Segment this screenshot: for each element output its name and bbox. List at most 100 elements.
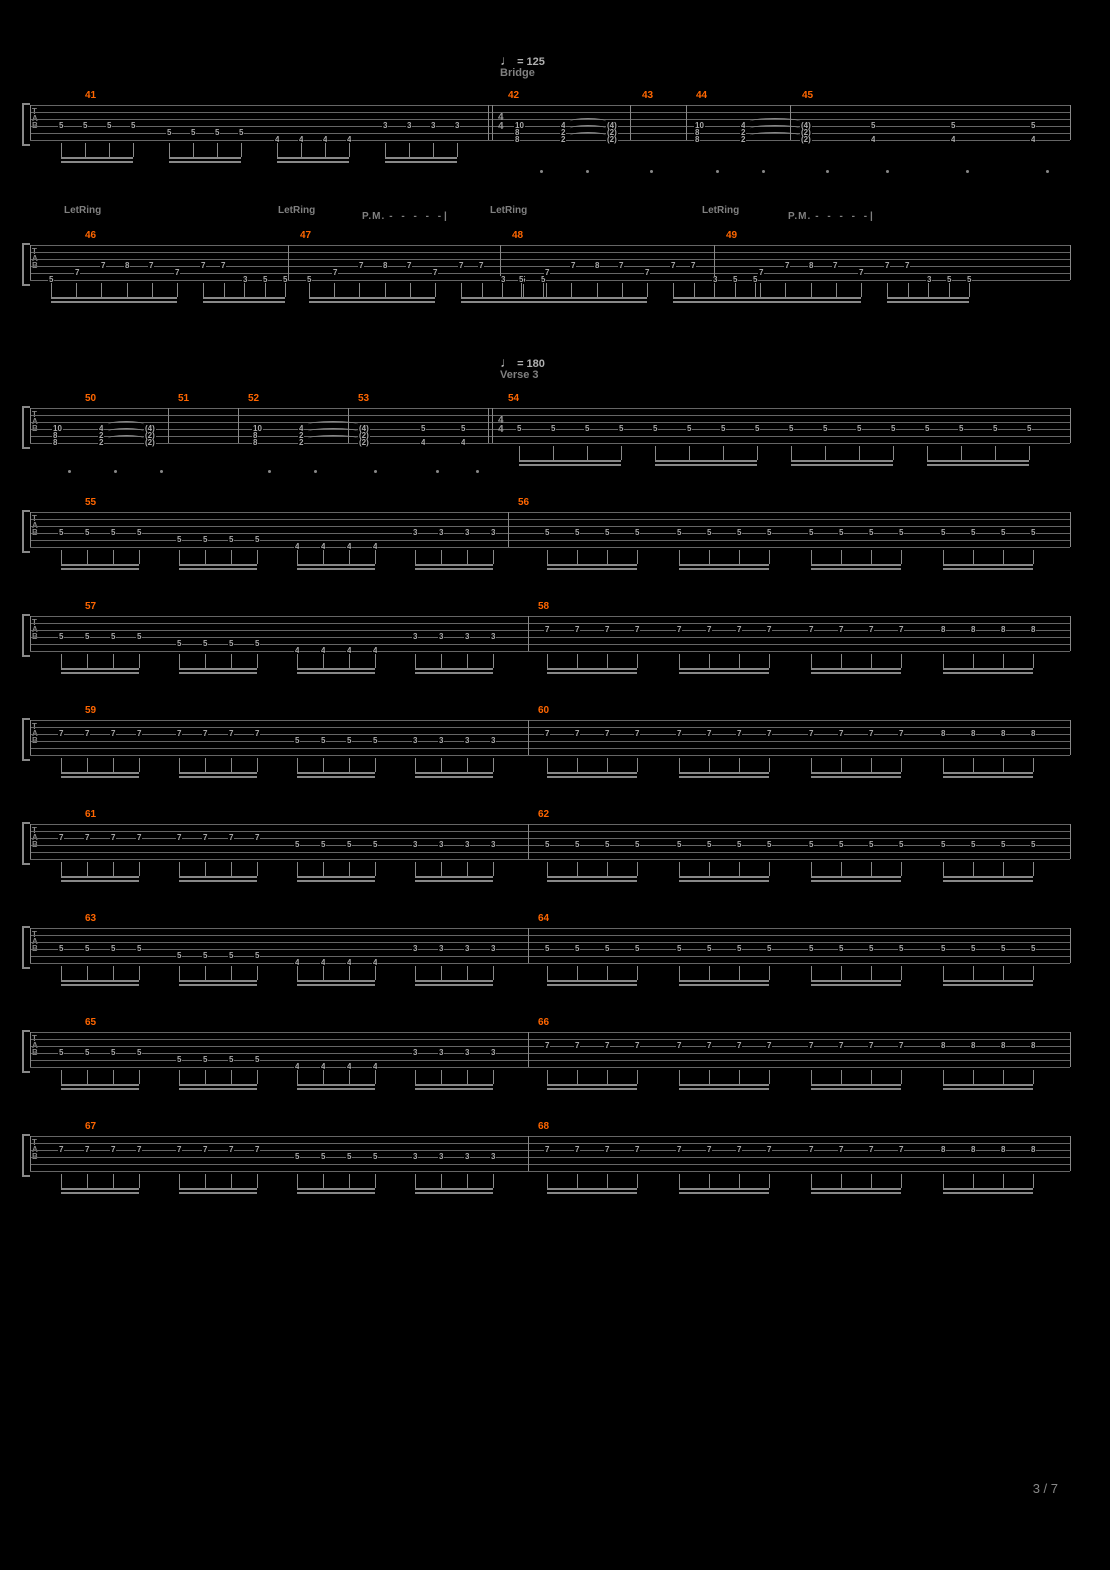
note-stem (493, 654, 494, 668)
fret-number: 7 (634, 1146, 640, 1154)
fret-number: 5 (1000, 841, 1006, 849)
note-stem (257, 1070, 258, 1084)
fret-number: 7 (544, 1042, 550, 1050)
note-stem (577, 758, 578, 772)
note-stem (841, 1070, 842, 1084)
note-stem (323, 758, 324, 772)
note-beam (203, 297, 285, 299)
note-stem (257, 550, 258, 564)
fret-number: 7 (84, 730, 90, 738)
fret-number: 7 (200, 262, 206, 270)
note-stem (901, 550, 902, 564)
note-stem (949, 283, 950, 297)
staff-bracket (22, 243, 30, 286)
string-line (30, 1067, 1070, 1068)
note-stem (811, 550, 812, 564)
fret-number: 7 (904, 262, 910, 270)
note-stem (709, 1070, 710, 1084)
note-stem (85, 143, 86, 157)
bar-number: 52 (248, 393, 259, 404)
string-line (30, 859, 1070, 860)
note-stem (297, 862, 298, 876)
fret-number: 3 (438, 529, 444, 537)
fret-number: 5 (940, 945, 946, 953)
fret-number: 5 (136, 633, 142, 641)
note-stem (1033, 1070, 1034, 1084)
note-stem (1033, 1174, 1034, 1188)
note-beam (547, 980, 637, 982)
note-beam (811, 776, 901, 778)
note-stem (673, 283, 674, 297)
note-stem (139, 862, 140, 876)
note-stem (359, 283, 360, 297)
note-stem (441, 966, 442, 980)
note-stem (297, 550, 298, 564)
note-stem (177, 283, 178, 297)
note-beam (547, 672, 637, 674)
note-beam (297, 568, 375, 570)
fret-number: 7 (676, 730, 682, 738)
fret-number: 7 (228, 730, 234, 738)
note-stem (543, 283, 544, 297)
note-stem (739, 966, 740, 980)
note-stem (349, 966, 350, 980)
note-beam (179, 1188, 257, 1190)
note-beam (179, 876, 257, 878)
note-beam (297, 668, 375, 670)
note-beam (735, 301, 861, 303)
fret-number: 8 (252, 439, 258, 447)
note-beam (943, 1188, 1033, 1190)
note-stem (607, 758, 608, 772)
fret-number: 5 (676, 529, 682, 537)
note-beam (943, 880, 1033, 882)
fret-number: 5 (58, 1049, 64, 1057)
fret-number: 3 (490, 633, 496, 641)
note-stem (87, 966, 88, 980)
note-stem (1033, 966, 1034, 980)
fret-number: 7 (808, 1042, 814, 1050)
note-stem (836, 283, 837, 297)
fret-number: 4 (420, 439, 426, 447)
note-stem (179, 758, 180, 772)
fret-number: 7 (706, 626, 712, 634)
note-stem (995, 446, 996, 460)
note-stem (943, 758, 944, 772)
note-stem (61, 758, 62, 772)
barline (30, 245, 31, 280)
note-stem (901, 654, 902, 668)
note-stem (231, 758, 232, 772)
fret-number: 8 (808, 262, 814, 270)
fret-number: 5 (736, 841, 742, 849)
note-stem (441, 654, 442, 668)
rhythm-dot (1046, 170, 1049, 173)
note-beam (61, 672, 139, 674)
note-beam (203, 301, 285, 303)
note-beam (927, 464, 1029, 466)
barline (30, 720, 31, 755)
string-line (30, 252, 1070, 253)
fret-number: 5 (110, 1049, 116, 1057)
note-beam (415, 564, 493, 566)
fret-number: 7 (574, 626, 580, 634)
note-beam (179, 776, 257, 778)
note-stem (709, 758, 710, 772)
fret-number: 5 (190, 129, 196, 137)
fret-number: 8 (1030, 626, 1036, 634)
bar-number: 54 (508, 393, 519, 404)
bar-number: 41 (85, 90, 96, 101)
staff-system-1: TAB4647484957787777355577877773555778777… (30, 245, 1070, 320)
fret-number: 7 (110, 730, 116, 738)
note-stem (637, 1070, 638, 1084)
note-stem (179, 1174, 180, 1188)
note-stem (205, 758, 206, 772)
rhythm-dot (826, 170, 829, 173)
note-stem (811, 862, 812, 876)
note-stem (973, 758, 974, 772)
note-beam (51, 297, 177, 299)
note-stem (375, 550, 376, 564)
note-stem (61, 654, 62, 668)
note-stem (871, 550, 872, 564)
fret-number: 5 (652, 425, 658, 433)
rhythm-dot (268, 470, 271, 473)
rhythm-dot (114, 470, 117, 473)
